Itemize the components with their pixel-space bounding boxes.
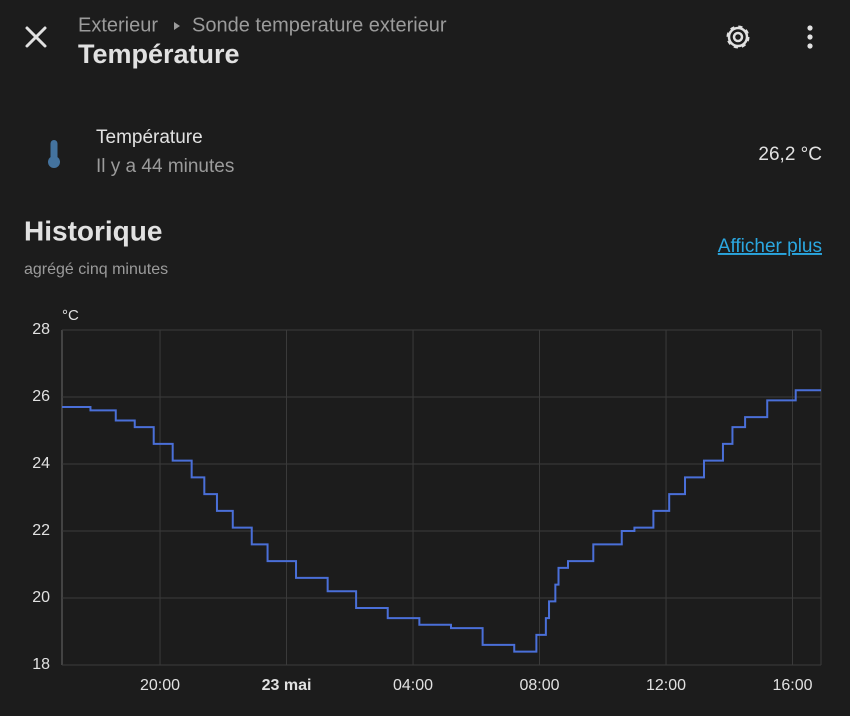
y-tick-label: 24: [32, 455, 50, 472]
y-tick-label: 20: [32, 589, 50, 606]
y-tick-label: 18: [32, 656, 50, 673]
entity-last-changed: Il y a 44 minutes: [96, 156, 234, 177]
breadcrumb[interactable]: Sonde temperature exterieur: [192, 14, 447, 36]
settings-button[interactable]: [726, 25, 750, 49]
close-button[interactable]: [25, 26, 47, 48]
thermometer-icon: [48, 140, 60, 168]
x-tick-label: 08:00: [520, 677, 560, 694]
show-more-link[interactable]: Afficher plus: [718, 236, 822, 257]
y-axis-label: °C: [62, 307, 79, 324]
x-tick-label: 20:00: [140, 677, 180, 694]
y-tick-label: 26: [32, 388, 50, 405]
menu-button[interactable]: [807, 25, 813, 49]
y-tick-label: 22: [32, 522, 50, 539]
x-tick-label: 04:00: [393, 677, 433, 694]
entity-state: 26,2 °C: [758, 144, 822, 165]
breadcrumb[interactable]: Exterieur: [78, 14, 158, 36]
breadcrumb-separator: [174, 22, 180, 30]
dialog-title: Température: [78, 39, 240, 69]
x-tick-label: 16:00: [773, 677, 813, 694]
y-tick-label: 28: [32, 321, 50, 338]
history-subtitle: agrégé cinq minutes: [24, 261, 168, 278]
temperature-line: [62, 389, 821, 653]
x-tick-label: 12:00: [646, 677, 686, 694]
history-title: Historique: [24, 215, 162, 246]
x-tick-label: 23 mai: [262, 677, 312, 694]
entity-name: Température: [96, 127, 203, 148]
